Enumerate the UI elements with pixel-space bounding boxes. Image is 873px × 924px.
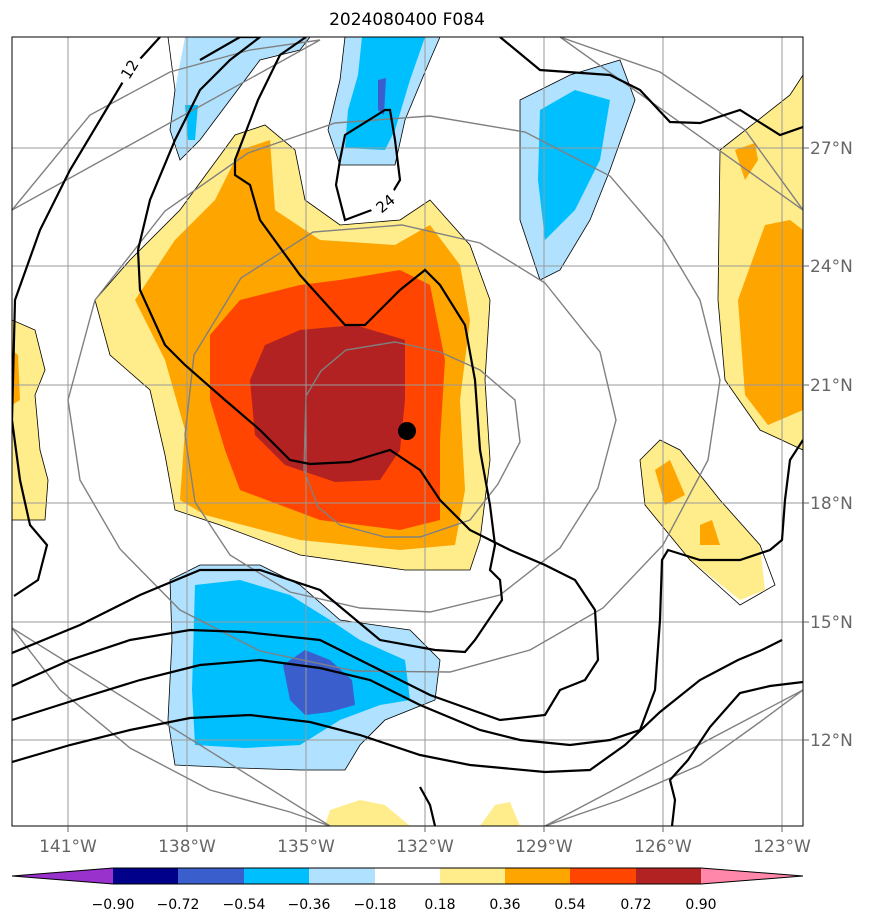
east-warm-anomaly-2 bbox=[738, 220, 803, 425]
colorbar bbox=[11, 867, 804, 885]
colorbar-tick-label: −0.72 bbox=[157, 897, 200, 913]
lat-label-18n: 18°N bbox=[810, 494, 853, 514]
south-warm-anomaly-1 bbox=[325, 800, 410, 826]
axis-ticks bbox=[67, 147, 809, 832]
colorbar-segment bbox=[309, 868, 375, 884]
colorbar-tick-label: −0.18 bbox=[354, 897, 397, 913]
north-cool-anomaly-5 bbox=[378, 78, 386, 115]
west-warm-anomaly-1 bbox=[12, 320, 48, 520]
plot-area: 12 24 bbox=[12, 37, 803, 826]
graticule bbox=[12, 37, 803, 826]
southeast-warm-anomaly-3 bbox=[700, 520, 720, 545]
colorbar-segment bbox=[375, 868, 440, 884]
northeast-cool-anomaly-2 bbox=[538, 90, 610, 240]
lon-label-123w: 123°W bbox=[753, 837, 811, 857]
lon-label-135w: 135°W bbox=[277, 837, 335, 857]
colorbar-segment bbox=[440, 868, 505, 884]
colorbar-segment bbox=[570, 868, 636, 884]
lat-label-12n: 12°N bbox=[810, 731, 853, 751]
southeast-warm-anomaly-1 bbox=[640, 440, 765, 600]
colorbar-tick-label: 0.54 bbox=[554, 897, 585, 913]
lon-label-129w: 129°W bbox=[515, 837, 573, 857]
lat-label-15n: 15°N bbox=[810, 613, 853, 633]
lon-label-138w: 138°W bbox=[158, 837, 216, 857]
lat-label-24n: 24°N bbox=[810, 257, 853, 277]
range-rings bbox=[12, 37, 803, 826]
colorbar-segment bbox=[701, 868, 803, 884]
colorbar-tick-label: 0.36 bbox=[489, 897, 520, 913]
colorbar-segment bbox=[12, 868, 113, 884]
storm-center-marker bbox=[398, 422, 416, 440]
warm-anomaly-level-4 bbox=[250, 325, 405, 482]
colorbar-segment bbox=[244, 868, 309, 884]
height-contours bbox=[12, 37, 803, 826]
south-warm-anomaly-2 bbox=[480, 802, 520, 826]
colorbar-segment bbox=[636, 868, 701, 884]
contour-label-bg-12 bbox=[111, 50, 147, 88]
map-frame bbox=[11, 36, 804, 827]
map-title: 2024080400 F084 bbox=[329, 10, 485, 30]
colorbar-tick-labels: −0.90 −0.72 −0.54 −0.36 −0.18 0.18 0.36 … bbox=[92, 897, 717, 913]
east-warm-anomaly-3 bbox=[735, 143, 758, 180]
colorbar-tick-label: −0.54 bbox=[223, 897, 266, 913]
colorbar-segment bbox=[505, 868, 570, 884]
colorbar-tick-label: −0.90 bbox=[92, 897, 135, 913]
colorbar-tick-label: 0.72 bbox=[620, 897, 651, 913]
colorbar-tick-label: −0.36 bbox=[288, 897, 331, 913]
north-cool-anomaly-1 bbox=[170, 37, 310, 160]
lon-label-132w: 132°W bbox=[396, 837, 454, 857]
lat-label-21n: 21°N bbox=[810, 376, 853, 396]
lon-label-126w: 126°W bbox=[634, 837, 692, 857]
colorbar-tick-label: 0.18 bbox=[424, 897, 455, 913]
colorbar-outline bbox=[11, 867, 804, 885]
colorbar-segment bbox=[178, 868, 244, 884]
colorbar-tick-label: 0.90 bbox=[685, 897, 716, 913]
lat-label-27n: 27°N bbox=[810, 139, 853, 159]
colorbar-segment bbox=[113, 868, 178, 884]
lon-label-141w: 141°W bbox=[39, 837, 97, 857]
shaded-anomaly-field bbox=[12, 37, 803, 826]
contour-label-bg-24 bbox=[366, 184, 404, 222]
